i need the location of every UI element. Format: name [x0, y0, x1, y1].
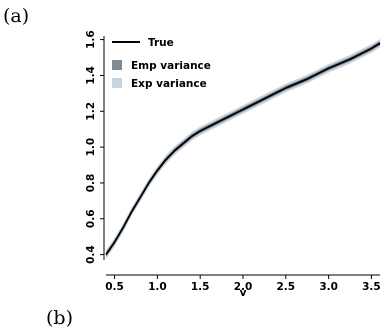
- y-axis-ticks: 0.4 0.6 0.8 1.0 1.2 1.4 1.6: [85, 30, 104, 264]
- y-tick-label: 1.0: [85, 138, 97, 157]
- y-tick-label: 0.4: [85, 245, 97, 264]
- variance-bands: [106, 38, 380, 259]
- legend-true-label: True: [148, 37, 174, 49]
- x-tick-label: 2.5: [277, 281, 296, 293]
- x-tick-label: 1.5: [191, 281, 210, 293]
- legend: True Emp variance Exp variance: [112, 37, 211, 90]
- y-tick-label: 0.8: [85, 174, 97, 193]
- legend-emp-variance-label: Emp variance: [131, 60, 211, 72]
- x-tick-label: 3.0: [319, 281, 338, 293]
- x-tick-label: 1.0: [148, 281, 167, 293]
- exp-variance-band: [106, 38, 380, 259]
- legend-emp-variance-swatch: [112, 60, 122, 70]
- y-tick-label: 1.4: [85, 66, 97, 85]
- series-lines: [105, 42, 381, 256]
- x-axis-title: v: [240, 287, 247, 299]
- y-tick-label: 0.6: [85, 209, 97, 228]
- x-tick-label: 3.5: [362, 281, 381, 293]
- panel-label-b: (b): [46, 307, 73, 328]
- legend-exp-variance-swatch: [112, 78, 122, 88]
- legend-exp-variance-label: Exp variance: [131, 78, 207, 90]
- true-series-line: [105, 42, 381, 256]
- x-tick-label: 0.5: [105, 281, 124, 293]
- y-tick-label: 1.6: [85, 30, 97, 49]
- x-tick-label: 2.0: [234, 281, 253, 293]
- x-axis-ticks: 0.5 1.0 1.5 2.0 2.5 3.0 3.5: [105, 275, 381, 293]
- emp-variance-band: [106, 41, 380, 257]
- y-tick-label: 1.2: [85, 102, 97, 121]
- panel-label-a: (a): [3, 5, 29, 27]
